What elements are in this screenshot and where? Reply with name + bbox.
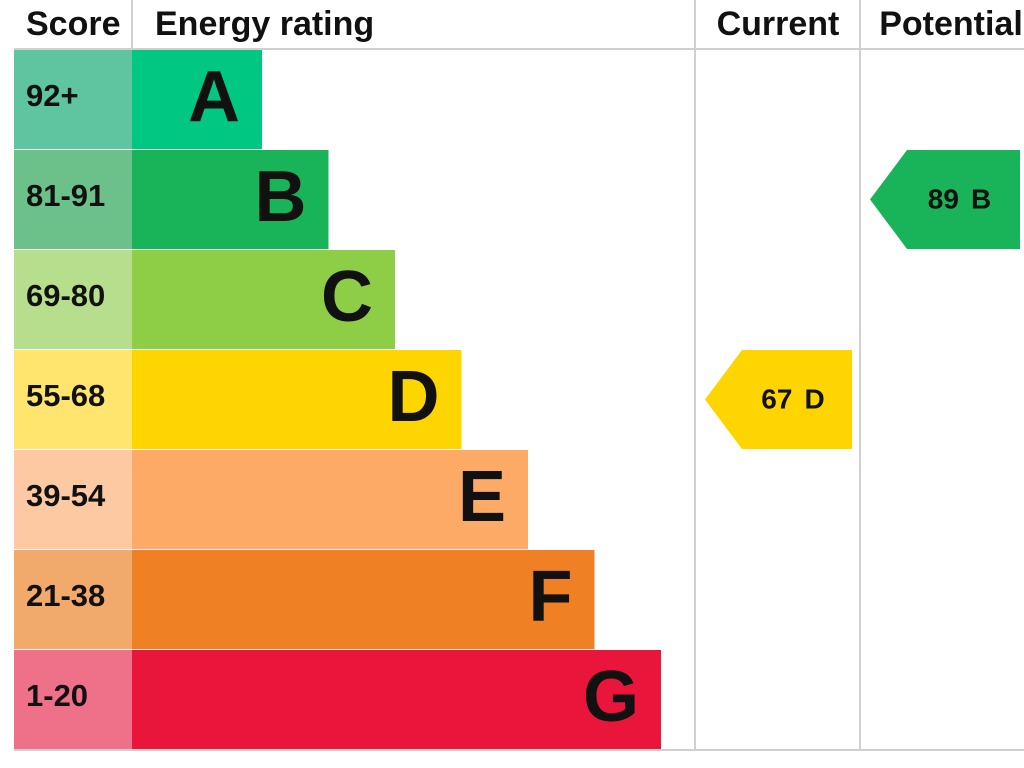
score-range: 92+ — [26, 78, 79, 113]
current-rating: D — [804, 384, 824, 415]
rating-letter: G — [583, 657, 639, 737]
current-label: 67 D — [761, 384, 824, 415]
header-current: Current — [717, 5, 840, 43]
potential-rating: B — [971, 184, 991, 215]
current-arrow — [705, 350, 852, 449]
score-range: 69-80 — [26, 278, 105, 313]
rating-bar — [132, 650, 661, 749]
header-score: Score — [26, 5, 121, 43]
score-cell — [14, 50, 132, 149]
rating-bar — [132, 450, 528, 549]
potential-label: 89 B — [928, 184, 991, 215]
score-range: 81-91 — [26, 178, 105, 213]
rating-letter: D — [388, 357, 440, 437]
rating-letter: B — [255, 157, 307, 237]
rating-letter: F — [529, 557, 573, 637]
rating-letter: C — [321, 257, 373, 337]
score-range: 1-20 — [26, 678, 88, 713]
header-rating: Energy rating — [155, 5, 374, 43]
rating-bar — [132, 350, 462, 449]
rating-bar — [132, 150, 329, 249]
potential-arrow — [870, 150, 1020, 249]
potential-score: 89 — [928, 184, 959, 215]
rating-bar — [132, 550, 595, 649]
score-cell — [14, 550, 132, 649]
score-cell — [14, 350, 132, 449]
score-cell — [14, 250, 132, 349]
score-range: 21-38 — [26, 578, 105, 613]
score-range: 39-54 — [26, 478, 106, 513]
rating-bar — [132, 250, 395, 349]
score-cell — [14, 650, 132, 749]
score-cell — [14, 150, 132, 249]
rating-letter: E — [458, 457, 506, 537]
rating-bar — [132, 50, 262, 149]
score-range: 55-68 — [26, 378, 105, 413]
header-potential: Potential — [879, 5, 1023, 43]
current-score: 67 — [761, 384, 792, 415]
rating-letter: A — [188, 57, 240, 137]
score-cell — [14, 450, 132, 549]
